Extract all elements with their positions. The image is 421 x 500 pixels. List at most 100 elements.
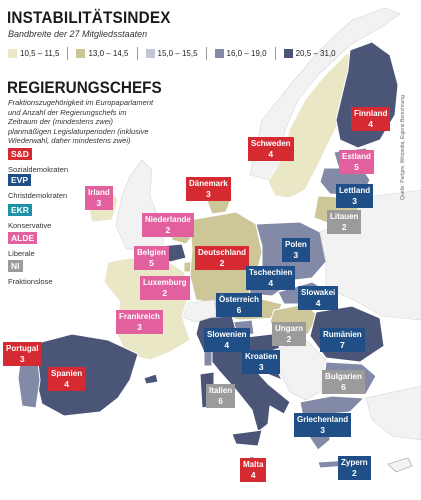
- legend-item: 10,5 – 11,5: [8, 47, 59, 60]
- party-badge: NI: [8, 260, 23, 272]
- legend-label: 10,5 – 11,5: [20, 49, 60, 58]
- legend-item: 15,0 – 15,5: [145, 47, 198, 60]
- country-name: Italien: [209, 386, 233, 395]
- region-uk: [115, 159, 165, 255]
- country-count: 4: [64, 379, 69, 389]
- party-description: Konservative: [8, 221, 52, 230]
- country-label-belgien: Belgien 5: [134, 246, 169, 270]
- country-label-daenemark: Dänemark 3: [186, 177, 231, 201]
- country-name: Belgien: [137, 248, 166, 257]
- country-name: Litauen: [330, 212, 359, 221]
- country-name: Niederlande: [145, 215, 191, 224]
- country-name: Ungarn: [275, 324, 303, 333]
- country-count: 2: [341, 222, 347, 232]
- country-name: Malta: [243, 460, 264, 469]
- legend-divider: [205, 47, 207, 60]
- country-label-irland: Irland 3: [85, 186, 113, 210]
- page-subtitle: Bandbreite der 27 Mitgliedsstaaten: [8, 29, 148, 39]
- country-name: Dänemark: [189, 179, 228, 188]
- country-label-italien: Italien 6: [206, 384, 236, 408]
- country-label-luxemburg: Luxemburg 2: [140, 276, 190, 300]
- country-count: 2: [351, 468, 357, 478]
- country-label-rumaenien: Rumänien 7: [320, 328, 365, 352]
- legend-label: 20,5 – 31,0: [295, 49, 336, 58]
- party-legend-evp: EVP Christdemokraten: [8, 170, 67, 200]
- country-name: Slowakei: [301, 288, 336, 297]
- country-count: 2: [162, 288, 168, 298]
- country-count: 3: [19, 354, 25, 364]
- region-sicily: [231, 429, 263, 447]
- country-label-polen: Polen 3: [282, 238, 310, 262]
- country-name: Schweden: [251, 139, 291, 148]
- legend-swatch: [76, 49, 86, 58]
- country-label-deutschland: Deutschland 2: [195, 246, 250, 270]
- party-badge: ALDE: [8, 232, 38, 244]
- country-label-finnland: Finnland 4: [351, 107, 391, 131]
- country-label-tschechien: Tschechien 4: [246, 266, 296, 290]
- region-corsica: [203, 349, 213, 367]
- country-count: 2: [165, 225, 171, 235]
- country-label-griechenland: Griechenland 3: [294, 413, 352, 437]
- country-count: 5: [354, 162, 359, 172]
- country-count: 2: [286, 334, 292, 344]
- country-name: Irland: [88, 188, 110, 197]
- legend-item: 13,0 – 14,5: [76, 47, 129, 60]
- country-count: 3: [293, 250, 299, 260]
- party-badge: S&D: [8, 148, 32, 160]
- country-label-kroatien: Kroatien 3: [242, 350, 281, 374]
- legend-swatch: [145, 49, 155, 58]
- country-count: 3: [205, 189, 211, 199]
- country-label-schweden: Schweden 4: [248, 137, 294, 161]
- legend-item: 16,0 – 19,0: [214, 47, 267, 60]
- party-description: Fraktionslose: [8, 277, 53, 286]
- section-title: REGIERUNGSCHEFS: [7, 78, 162, 97]
- country-label-ungarn: Ungarn 2: [272, 322, 306, 346]
- region-balkans: [269, 339, 327, 401]
- country-label-slowenien: Slowenien 4: [204, 328, 250, 352]
- party-legend-sd: S&D Sozialdemokraten: [8, 144, 68, 174]
- party-legend-ekr: EKR Konservative: [8, 200, 51, 230]
- section-description: Fraktionszugehörigkeit im Europaparlamen…: [8, 98, 154, 145]
- party-legend-alde: ALDE Liberale: [8, 228, 38, 258]
- party-badge: EVP: [8, 174, 32, 186]
- country-label-frankreich: Frankreich 3: [116, 310, 163, 334]
- region-balearic: [143, 373, 159, 385]
- color-legend: 10,5 – 11,5 13,0 – 14,5 15,0 – 15,5 16,0…: [8, 47, 344, 60]
- country-count: 2: [219, 258, 225, 268]
- country-count: 6: [341, 382, 346, 392]
- country-name: Finnland: [354, 109, 388, 118]
- page-title: INSTABILITÄTSINDEX: [7, 8, 171, 27]
- country-name: Luxemburg: [143, 278, 187, 287]
- country-count: 4: [224, 340, 230, 350]
- country-name: Tschechien: [249, 268, 293, 277]
- country-count: 4: [315, 298, 321, 308]
- country-name: Bulgarien: [325, 372, 362, 381]
- country-count: 4: [250, 470, 256, 480]
- legend-divider: [67, 47, 69, 60]
- country-name: Slowenien: [207, 330, 247, 339]
- legend-swatch: [8, 49, 17, 58]
- country-name: Zypern: [341, 458, 368, 467]
- country-name: Spanien: [51, 369, 83, 378]
- source-credit: Quelle: Parlgov, Wikipedia, Eigene Berec…: [400, 95, 406, 200]
- legend-label: 15,0 – 15,5: [157, 49, 198, 58]
- country-count: 4: [268, 149, 274, 159]
- country-count: 7: [339, 340, 345, 350]
- country-count: 4: [268, 278, 274, 288]
- country-label-litauen: Litauen 2: [327, 210, 362, 234]
- country-count: 4: [368, 119, 374, 129]
- country-label-slowakei: Slowakei 4: [298, 286, 339, 310]
- legend-label: 16,0 – 19,0: [226, 49, 267, 58]
- region-spain: [33, 333, 139, 417]
- legend-divider: [274, 47, 276, 60]
- country-label-niederlande: Niederlande 2: [142, 213, 194, 237]
- region-turkey: [365, 385, 421, 441]
- country-count: 3: [137, 322, 142, 332]
- legend-swatch: [214, 49, 224, 58]
- country-name: Kroatien: [245, 352, 278, 361]
- legend-divider: [136, 47, 138, 60]
- region-cyprus: [387, 457, 413, 473]
- country-name: Portugal: [6, 344, 39, 353]
- party-description: Christdemokraten: [8, 191, 68, 200]
- country-label-estland: Estland 5: [339, 150, 374, 174]
